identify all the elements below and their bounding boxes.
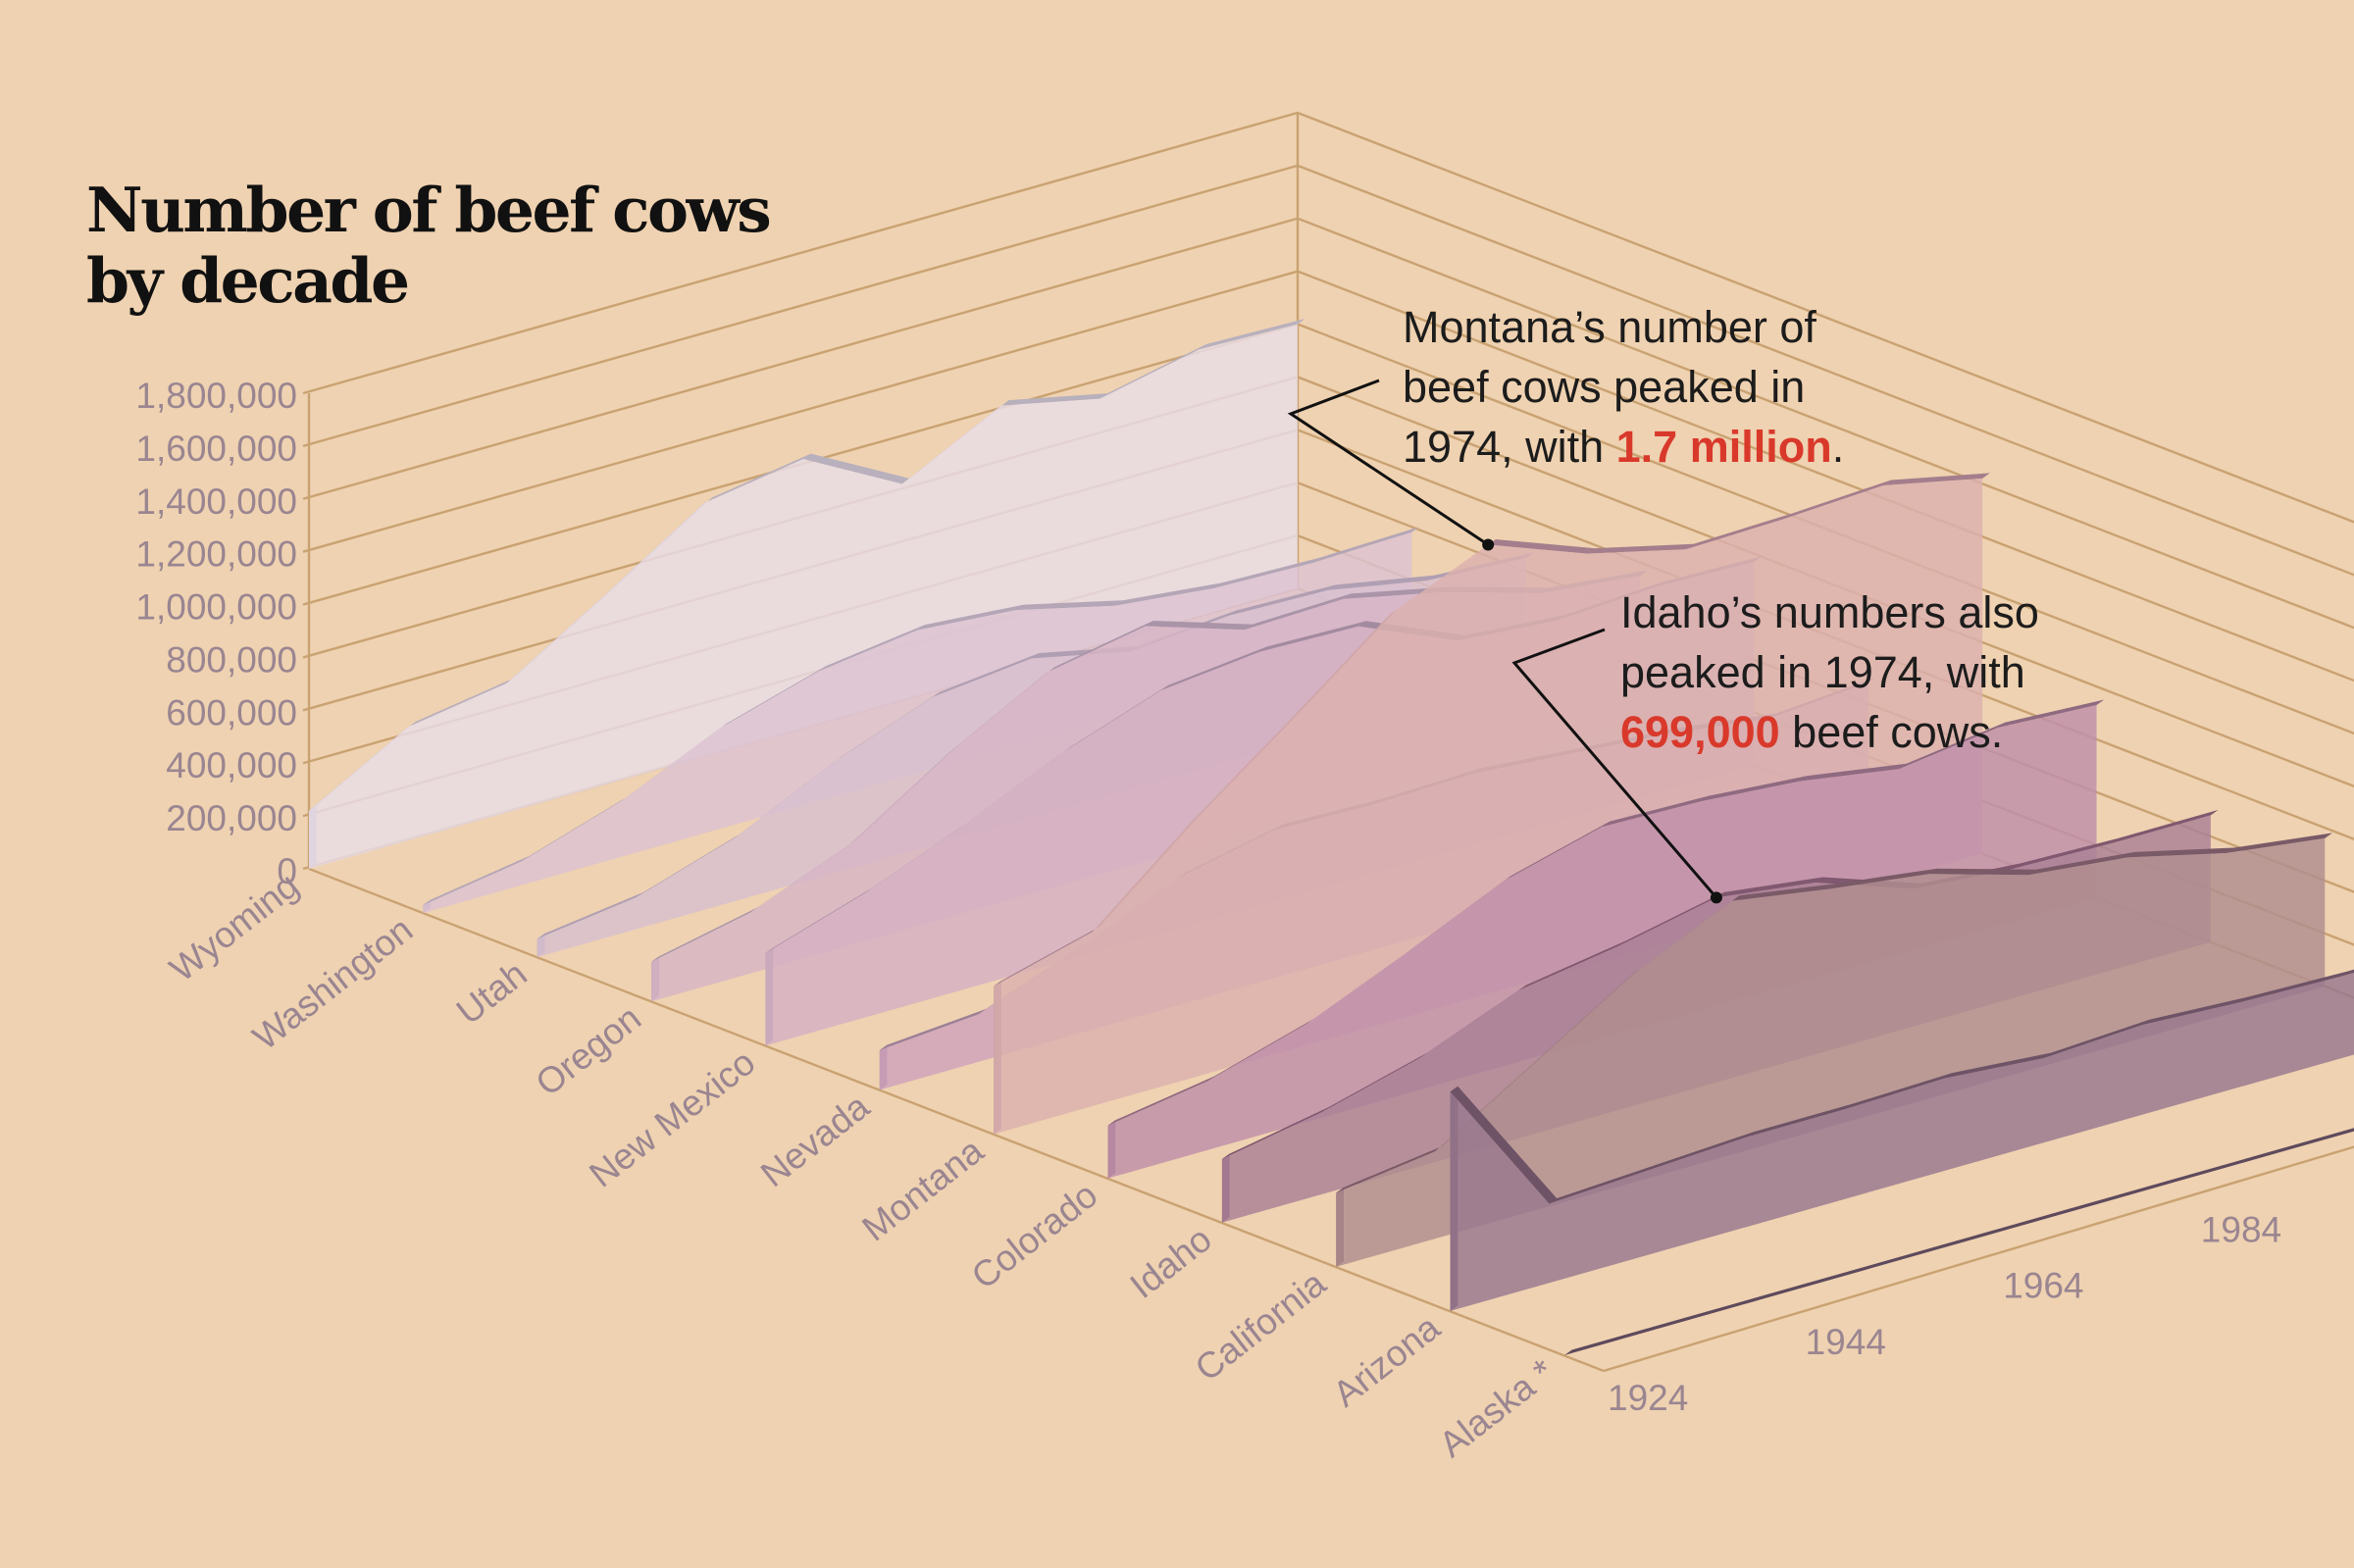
y-tick-label: 800,000 [166,639,297,680]
chart-title: Number of beef cows by decade [86,174,772,317]
state-label: Montana [854,1130,991,1248]
series-arizona [1450,969,2354,1311]
series-area [1336,837,2326,1267]
montana-annotation-line3-prefix: 1974, with [1403,422,1616,472]
series-wyoming [309,319,1305,869]
montana-peak-value: 1.7 million [1615,422,1832,472]
series-area [1107,704,2097,1179]
idaho-annotation-line1: Idaho’s numbers also [1620,587,2039,637]
year-tick-label: 1964 [2003,1266,2083,1306]
idaho-annotation-line2: peaked in 1974, with [1620,647,2025,697]
series-top-edge [1450,969,2354,1204]
state-label: Oregon [529,997,648,1103]
year-tick-label: 1984 [2201,1209,2281,1249]
state-label: Arizona [1325,1307,1447,1415]
series-area [994,478,1983,1135]
state-label: Alaska * [1432,1351,1561,1465]
series-group [309,319,2354,1355]
state-label: Colorado [964,1175,1105,1297]
montana-annotation: Montana’s number of beef cows peaked in … [1403,297,1952,477]
montana-leader-line [1287,379,1490,546]
idaho-annotation: Idaho’s numbers also peaked in 1974, wit… [1620,582,2170,762]
montana-peak-marker [1482,538,1495,551]
y-tick-label: 1,400,000 [135,481,297,522]
year-tick-label: 1944 [1806,1322,1886,1362]
series-area [1564,1131,2354,1355]
series-california [1336,833,2332,1267]
year-tick-label: 1924 [1608,1378,1688,1418]
series-colorado [1107,699,2105,1179]
series-area [309,324,1298,869]
y-tick-label: 0 [277,851,297,891]
state-label: Nevada [753,1086,877,1194]
idaho-peak-marker [1710,891,1722,904]
y-tick-label: 1,200,000 [135,534,297,575]
montana-annotation-line1: Montana’s number of [1403,302,1817,352]
state-label: Washington [245,909,420,1058]
y-tick-label: 400,000 [166,745,297,785]
series-area [1450,972,2354,1311]
y-tick-label: 1,600,000 [135,429,297,469]
state-axis [308,867,1605,1373]
idaho-leader-line [1511,628,1718,899]
y-tick-label: 600,000 [166,692,297,733]
montana-annotation-line2: beef cows peaked in [1403,362,1806,412]
state-label: Wyoming [162,865,305,989]
series-montana [994,473,1990,1135]
state-label: New Mexico [582,1041,762,1194]
series-alaska [1564,1128,2354,1355]
state-label: Idaho [1123,1219,1219,1306]
y-tick-label: 200,000 [166,798,297,838]
series-top-edge [1564,1128,2354,1355]
idaho-annotation-line3-suffix: beef cows. [1779,707,2004,757]
year-axis [1603,1145,2354,1373]
y-tick-label: 1,000,000 [135,587,297,628]
montana-annotation-line3-suffix: . [1831,422,1845,472]
idaho-peak-value: 699,000 [1620,707,1780,757]
state-label: Utah [449,953,535,1032]
y-tick-label: 1,800,000 [135,376,297,416]
leader-lines-group [1287,379,1722,904]
state-label: California [1188,1263,1334,1390]
